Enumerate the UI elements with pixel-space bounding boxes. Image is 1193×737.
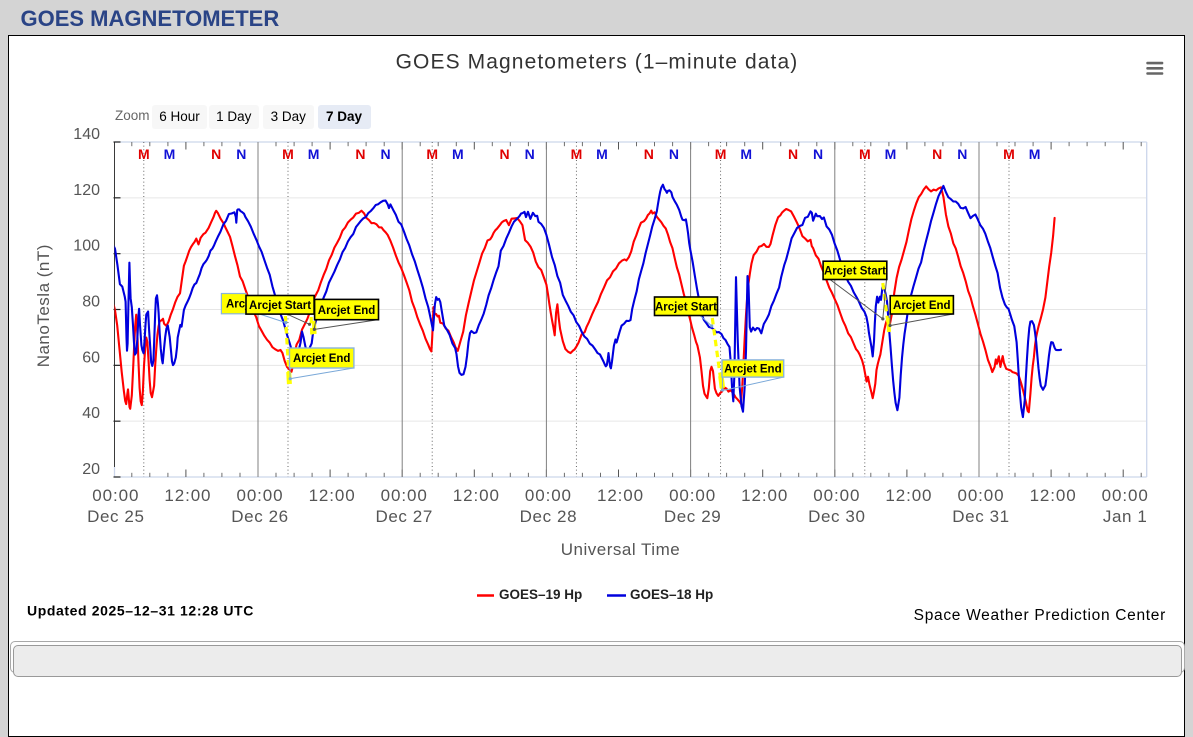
svg-text:N: N — [669, 146, 679, 162]
svg-text:Arcj: Arcj — [226, 299, 248, 311]
svg-text:N: N — [236, 146, 246, 162]
svg-text:12:00: 12:00 — [164, 486, 211, 505]
svg-text:M: M — [282, 146, 294, 162]
svg-text:12:00: 12:00 — [453, 486, 500, 505]
svg-text:Dec 26: Dec 26 — [231, 507, 288, 526]
svg-text:M: M — [1029, 146, 1041, 162]
svg-text:N: N — [957, 146, 967, 162]
svg-text:N: N — [932, 146, 942, 162]
svg-text:N: N — [355, 146, 365, 162]
svg-text:40: 40 — [82, 405, 100, 422]
svg-text:Arcjet End: Arcjet End — [724, 364, 782, 376]
svg-text:20: 20 — [82, 461, 100, 478]
svg-text:GOES–18 Hp: GOES–18 Hp — [630, 587, 713, 602]
svg-text:M: M — [885, 146, 897, 162]
svg-text:M: M — [1003, 146, 1015, 162]
svg-text:Arcjet Start: Arcjet Start — [824, 266, 886, 278]
svg-text:N: N — [644, 146, 654, 162]
svg-text:Space Weather Prediction Cente: Space Weather Prediction Center — [914, 607, 1166, 624]
svg-text:Dec 29: Dec 29 — [664, 507, 721, 526]
svg-text:00:00: 00:00 — [813, 486, 860, 505]
svg-text:M: M — [452, 146, 464, 162]
svg-text:Dec 30: Dec 30 — [808, 507, 865, 526]
svg-text:GOES MAGNETOMETER: GOES MAGNETOMETER — [21, 6, 280, 31]
svg-text:Dec 25: Dec 25 — [87, 507, 144, 526]
svg-text:M: M — [596, 146, 608, 162]
svg-text:100: 100 — [73, 238, 100, 255]
svg-text:12:00: 12:00 — [741, 486, 788, 505]
svg-text:GOES–19 Hp: GOES–19 Hp — [499, 587, 582, 602]
svg-text:N: N — [380, 146, 390, 162]
svg-text:Updated 2025–12–31 12:28 UTC: Updated 2025–12–31 12:28 UTC — [27, 603, 254, 619]
svg-text:12:00: 12:00 — [885, 486, 932, 505]
svg-text:M: M — [426, 146, 438, 162]
svg-text:M: M — [715, 146, 727, 162]
svg-text:Dec 27: Dec 27 — [375, 507, 432, 526]
svg-text:M: M — [740, 146, 752, 162]
svg-text:60: 60 — [82, 349, 100, 366]
svg-text:140: 140 — [73, 126, 100, 143]
svg-text:00:00: 00:00 — [92, 486, 139, 505]
svg-text:Arcjet Start: Arcjet Start — [249, 300, 311, 312]
svg-text:N: N — [525, 146, 535, 162]
svg-text:120: 120 — [73, 182, 100, 199]
svg-text:00:00: 00:00 — [525, 486, 572, 505]
svg-text:NanoTesla (nT): NanoTesla (nT) — [34, 244, 53, 367]
svg-text:M: M — [859, 146, 871, 162]
svg-text:00:00: 00:00 — [669, 486, 716, 505]
svg-text:Arcjet End: Arcjet End — [893, 300, 951, 312]
svg-text:Universal Time: Universal Time — [561, 540, 680, 559]
svg-text:00:00: 00:00 — [1102, 486, 1149, 505]
svg-text:12:00: 12:00 — [597, 486, 644, 505]
svg-text:12:00: 12:00 — [1030, 486, 1077, 505]
svg-text:M: M — [138, 146, 150, 162]
svg-text:Arcjet End: Arcjet End — [318, 305, 376, 317]
svg-text:N: N — [500, 146, 510, 162]
svg-text:N: N — [788, 146, 798, 162]
svg-text:N: N — [813, 146, 823, 162]
svg-text:Jan 1: Jan 1 — [1103, 507, 1148, 526]
svg-text:00:00: 00:00 — [381, 486, 428, 505]
svg-text:Arcjet Start: Arcjet Start — [655, 301, 717, 313]
svg-text:00:00: 00:00 — [957, 486, 1004, 505]
svg-text:GOES Magnetometers (1–minute d: GOES Magnetometers (1–minute data) — [396, 51, 799, 74]
svg-text:Dec 28: Dec 28 — [520, 507, 577, 526]
svg-text:Arcjet End: Arcjet End — [293, 353, 351, 365]
svg-text:N: N — [211, 146, 221, 162]
svg-text:12:00: 12:00 — [309, 486, 356, 505]
svg-text:Dec 31: Dec 31 — [952, 507, 1009, 526]
svg-text:80: 80 — [82, 294, 100, 311]
svg-text:M: M — [308, 146, 320, 162]
svg-text:M: M — [571, 146, 583, 162]
svg-text:00:00: 00:00 — [236, 486, 283, 505]
svg-text:M: M — [164, 146, 176, 162]
